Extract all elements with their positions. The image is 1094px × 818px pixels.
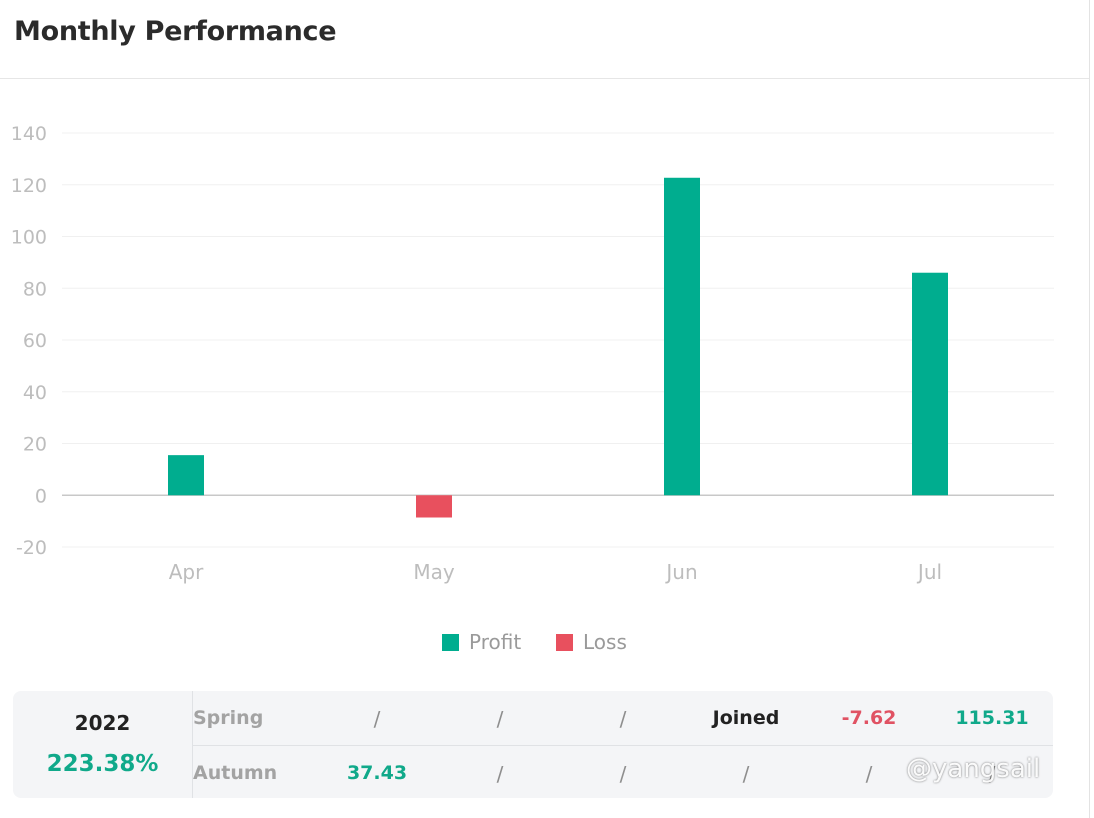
y-tick-label: 140 <box>11 123 47 145</box>
summary-cell-joined: Joined <box>712 707 780 729</box>
legend-label-loss: Loss <box>583 630 627 654</box>
x-tick-label: May <box>413 560 455 584</box>
card-header: Monthly Performance <box>0 0 1089 79</box>
y-tick-label: 100 <box>11 227 47 249</box>
y-tick-label: 40 <box>23 382 47 404</box>
watermark: @yangsail <box>906 754 1041 784</box>
x-tick-label: Jun <box>664 560 697 584</box>
y-tick-label: 20 <box>23 434 47 456</box>
summary-cell: / <box>619 762 627 786</box>
summary-cell: / <box>496 707 504 731</box>
yearly-summary-panel: 2022 223.38% Spring / / / Joined -7.62 1… <box>13 691 1053 798</box>
summary-cell: / <box>373 707 381 731</box>
summary-cell: / <box>619 707 627 731</box>
y-tick-label: 80 <box>23 278 47 300</box>
chart-legend: Profit Loss <box>0 628 1094 656</box>
bar-may <box>416 495 452 518</box>
legend-item-profit[interactable]: Profit <box>442 628 521 656</box>
summary-cell-value: 37.43 <box>346 762 408 784</box>
summary-year-cell: 2022 223.38% <box>13 691 193 798</box>
summary-row-divider <box>193 745 1053 746</box>
right-divider <box>1089 0 1090 818</box>
summary-cell-value: 115.31 <box>955 707 1029 729</box>
y-tick-label: 120 <box>11 175 47 197</box>
y-tick-label: 60 <box>23 330 47 352</box>
summary-cell: / <box>988 762 996 786</box>
bar-jun <box>664 177 700 496</box>
legend-swatch-loss <box>556 633 573 651</box>
summary-cell: / <box>496 762 504 786</box>
summary-cell: / <box>865 762 873 786</box>
bar-jul <box>912 272 948 496</box>
summary-row-season: Autumn <box>193 762 278 784</box>
page-title: Monthly Performance <box>14 16 337 47</box>
summary-cell: / <box>742 762 750 786</box>
y-tick-label: 0 <box>35 485 47 507</box>
legend-label-profit: Profit <box>469 630 522 654</box>
summary-year-total: 223.38% <box>46 751 159 777</box>
bar-chart: 140 120 100 80 60 40 20 0 -20 Apr May Jun Jul <box>11 123 1054 584</box>
y-tick-label: -20 <box>16 537 47 559</box>
summary-row-season: Spring <box>193 707 264 729</box>
legend-swatch-profit <box>442 633 459 651</box>
x-tick-label: Apr <box>169 560 204 584</box>
legend-item-loss[interactable]: Loss <box>556 628 627 656</box>
x-tick-label: Jul <box>916 560 942 584</box>
summary-cell-value: -7.62 <box>841 707 897 729</box>
summary-year: 2022 <box>74 711 131 735</box>
bar-apr <box>168 455 204 496</box>
